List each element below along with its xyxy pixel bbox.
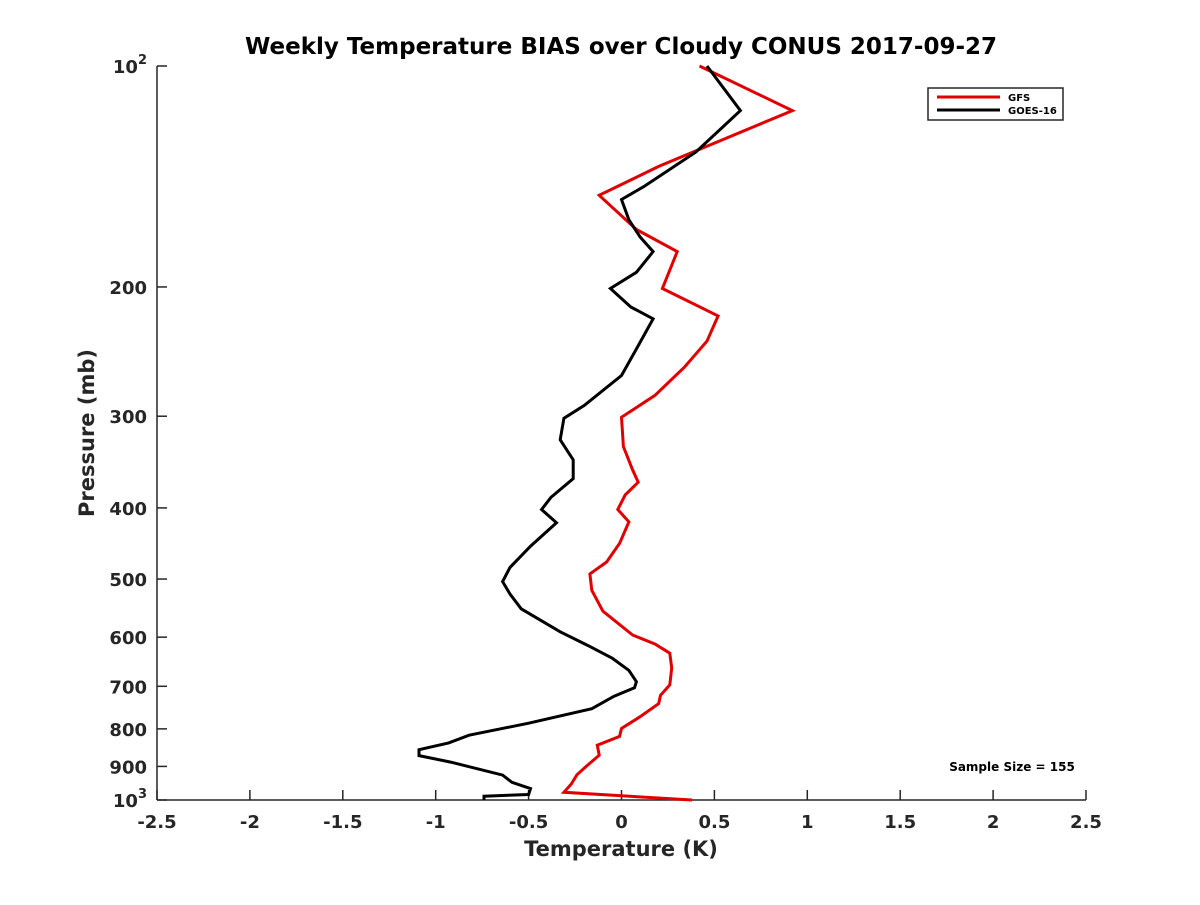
y-tick-label: 102 bbox=[113, 53, 147, 78]
y-tick-base: 10 bbox=[113, 791, 138, 812]
y-tick-label: 600 bbox=[109, 628, 147, 649]
x-tick-label: 1 bbox=[801, 812, 814, 833]
y-tick-label: 400 bbox=[109, 499, 147, 520]
axes-layer: -2.5 -2 -1.5 -1 -0.5 0 0.5 1 1.5 2 2.5102200300400… bbox=[109, 53, 1102, 833]
legend-box bbox=[927, 87, 1064, 121]
legend-label: GFS bbox=[1008, 93, 1030, 104]
x-tick-label: -0.5 bbox=[509, 812, 548, 833]
y-tick-label: 300 bbox=[109, 407, 147, 428]
y-tick-label: 500 bbox=[109, 570, 147, 591]
y-tick-label: 103 bbox=[113, 787, 147, 812]
x-tick-label: -2.5 bbox=[137, 812, 176, 833]
legend-label: GOES-16 bbox=[1008, 106, 1057, 117]
y-tick-base: 10 bbox=[113, 57, 138, 78]
y-tick-label: 800 bbox=[109, 720, 147, 741]
sample-size-annotation: Sample Size = 155 bbox=[949, 760, 1075, 774]
x-tick-label: 1.5 bbox=[884, 812, 916, 833]
x-tick-label: -1.5 bbox=[323, 812, 362, 833]
x-tick-label: 0 bbox=[615, 812, 628, 833]
legend: GFS GOES-16 bbox=[927, 87, 1064, 121]
y-tick-label: 200 bbox=[109, 278, 147, 299]
x-tick-label: 0.5 bbox=[698, 812, 730, 833]
series-line-goes-16 bbox=[417, 65, 743, 800]
chart-title: Weekly Temperature BIAS over Cloudy CONU… bbox=[245, 34, 997, 60]
y-tick-exponent: 3 bbox=[138, 787, 147, 802]
y-tick-label: 900 bbox=[109, 757, 147, 778]
x-tick-label: -2 bbox=[240, 812, 260, 833]
x-tick-label: 2 bbox=[987, 812, 1000, 833]
x-tick-label: -1 bbox=[426, 812, 446, 833]
x-axis-title: Temperature (K) bbox=[524, 837, 718, 861]
y-tick-exponent: 2 bbox=[138, 53, 147, 68]
x-tick-label: 2.5 bbox=[1070, 812, 1102, 833]
series-layer bbox=[417, 64, 797, 802]
y-tick-label: 700 bbox=[109, 677, 147, 698]
series-line-gfs bbox=[560, 64, 797, 802]
y-axis-title: Pressure (mb) bbox=[75, 349, 99, 517]
